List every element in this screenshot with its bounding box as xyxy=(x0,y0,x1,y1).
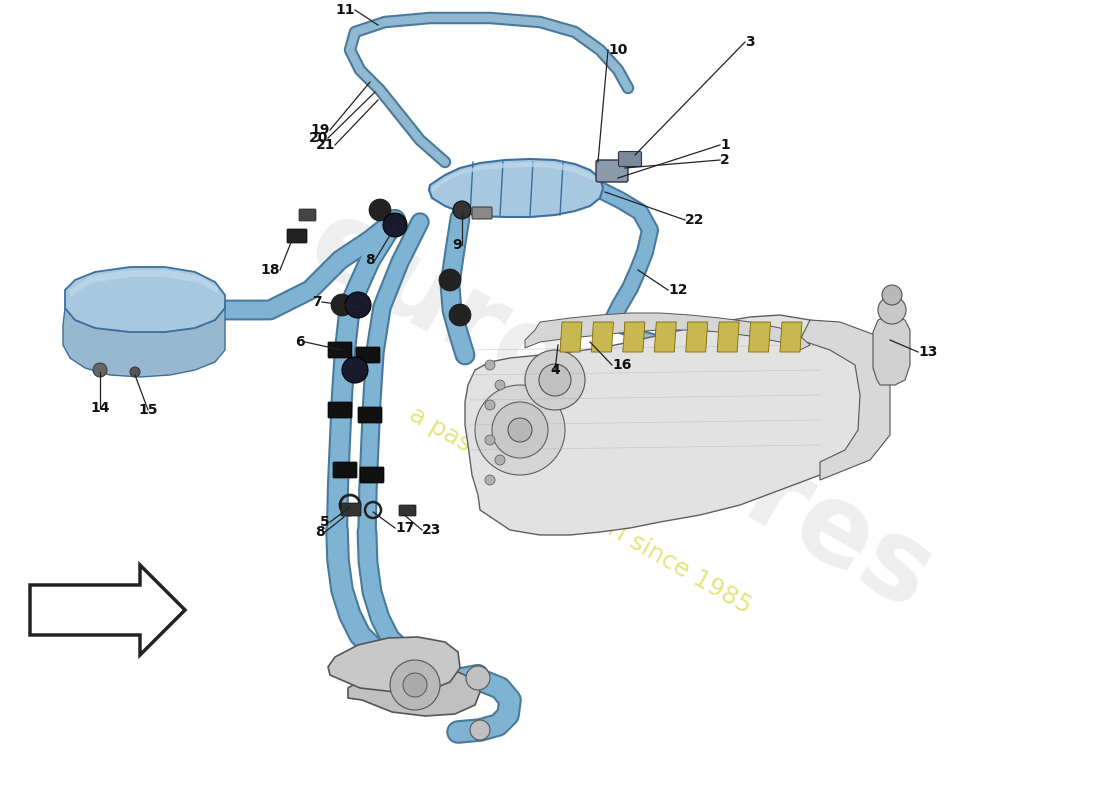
Circle shape xyxy=(525,350,585,410)
Text: 11: 11 xyxy=(336,3,355,17)
Circle shape xyxy=(539,364,571,396)
Circle shape xyxy=(342,357,369,383)
Text: 8: 8 xyxy=(316,525,324,539)
Text: 20: 20 xyxy=(309,131,328,145)
Polygon shape xyxy=(525,313,810,350)
Text: 23: 23 xyxy=(422,523,441,537)
Circle shape xyxy=(94,363,107,377)
Circle shape xyxy=(439,269,461,291)
Text: 22: 22 xyxy=(685,213,704,227)
Circle shape xyxy=(384,214,406,236)
Text: 16: 16 xyxy=(612,358,631,372)
Circle shape xyxy=(495,380,505,390)
Polygon shape xyxy=(328,637,460,692)
Circle shape xyxy=(495,455,505,465)
Text: 1: 1 xyxy=(720,138,729,152)
Polygon shape xyxy=(63,308,226,377)
Polygon shape xyxy=(800,320,890,480)
Circle shape xyxy=(368,199,390,221)
Circle shape xyxy=(390,660,440,710)
Text: 18: 18 xyxy=(261,263,280,277)
Polygon shape xyxy=(592,322,614,352)
Text: 9: 9 xyxy=(452,238,462,252)
Text: 17: 17 xyxy=(395,521,415,535)
Circle shape xyxy=(331,294,353,316)
Text: 21: 21 xyxy=(316,138,336,152)
FancyBboxPatch shape xyxy=(399,505,416,516)
Text: 4: 4 xyxy=(550,363,560,377)
Polygon shape xyxy=(348,668,480,716)
Text: 14: 14 xyxy=(90,401,110,415)
Circle shape xyxy=(492,402,548,458)
Polygon shape xyxy=(30,565,185,655)
Circle shape xyxy=(403,673,427,697)
Circle shape xyxy=(383,213,407,237)
Circle shape xyxy=(485,360,495,370)
Polygon shape xyxy=(654,322,676,352)
Circle shape xyxy=(882,285,902,305)
FancyBboxPatch shape xyxy=(358,407,382,423)
Circle shape xyxy=(485,400,495,410)
Circle shape xyxy=(466,666,490,690)
Polygon shape xyxy=(749,322,771,352)
FancyBboxPatch shape xyxy=(287,229,307,243)
Polygon shape xyxy=(623,322,645,352)
Polygon shape xyxy=(717,322,739,352)
Polygon shape xyxy=(429,159,603,217)
FancyBboxPatch shape xyxy=(472,207,492,219)
FancyBboxPatch shape xyxy=(618,151,641,166)
Text: 7: 7 xyxy=(312,295,322,309)
Polygon shape xyxy=(432,162,600,192)
Text: 15: 15 xyxy=(139,403,157,417)
Text: 10: 10 xyxy=(608,43,627,57)
FancyBboxPatch shape xyxy=(328,402,352,418)
Circle shape xyxy=(485,475,495,485)
FancyBboxPatch shape xyxy=(333,462,358,478)
FancyBboxPatch shape xyxy=(596,160,628,182)
Circle shape xyxy=(485,435,495,445)
FancyBboxPatch shape xyxy=(341,503,361,516)
Polygon shape xyxy=(685,322,707,352)
Polygon shape xyxy=(65,267,226,332)
Text: eurospares: eurospares xyxy=(289,188,952,632)
Polygon shape xyxy=(780,322,802,352)
Text: a passion for ferrari since 1985: a passion for ferrari since 1985 xyxy=(405,402,756,618)
Circle shape xyxy=(130,367,140,377)
Polygon shape xyxy=(465,315,874,535)
Circle shape xyxy=(449,304,471,326)
Circle shape xyxy=(878,296,906,324)
Circle shape xyxy=(475,385,565,475)
Polygon shape xyxy=(873,315,910,385)
Text: 6: 6 xyxy=(296,335,305,349)
Text: 12: 12 xyxy=(668,283,688,297)
Polygon shape xyxy=(560,322,582,352)
FancyBboxPatch shape xyxy=(328,342,352,358)
Polygon shape xyxy=(70,270,218,297)
FancyBboxPatch shape xyxy=(360,467,384,483)
FancyBboxPatch shape xyxy=(299,209,316,221)
Text: 19: 19 xyxy=(310,123,330,137)
Circle shape xyxy=(508,418,532,442)
FancyBboxPatch shape xyxy=(356,347,380,363)
Text: 8: 8 xyxy=(365,253,375,267)
Text: 5: 5 xyxy=(320,515,330,529)
Circle shape xyxy=(453,201,471,219)
Text: 3: 3 xyxy=(745,35,755,49)
Circle shape xyxy=(345,292,371,318)
Text: 13: 13 xyxy=(918,345,937,359)
Text: 2: 2 xyxy=(720,153,729,167)
Circle shape xyxy=(470,720,490,740)
